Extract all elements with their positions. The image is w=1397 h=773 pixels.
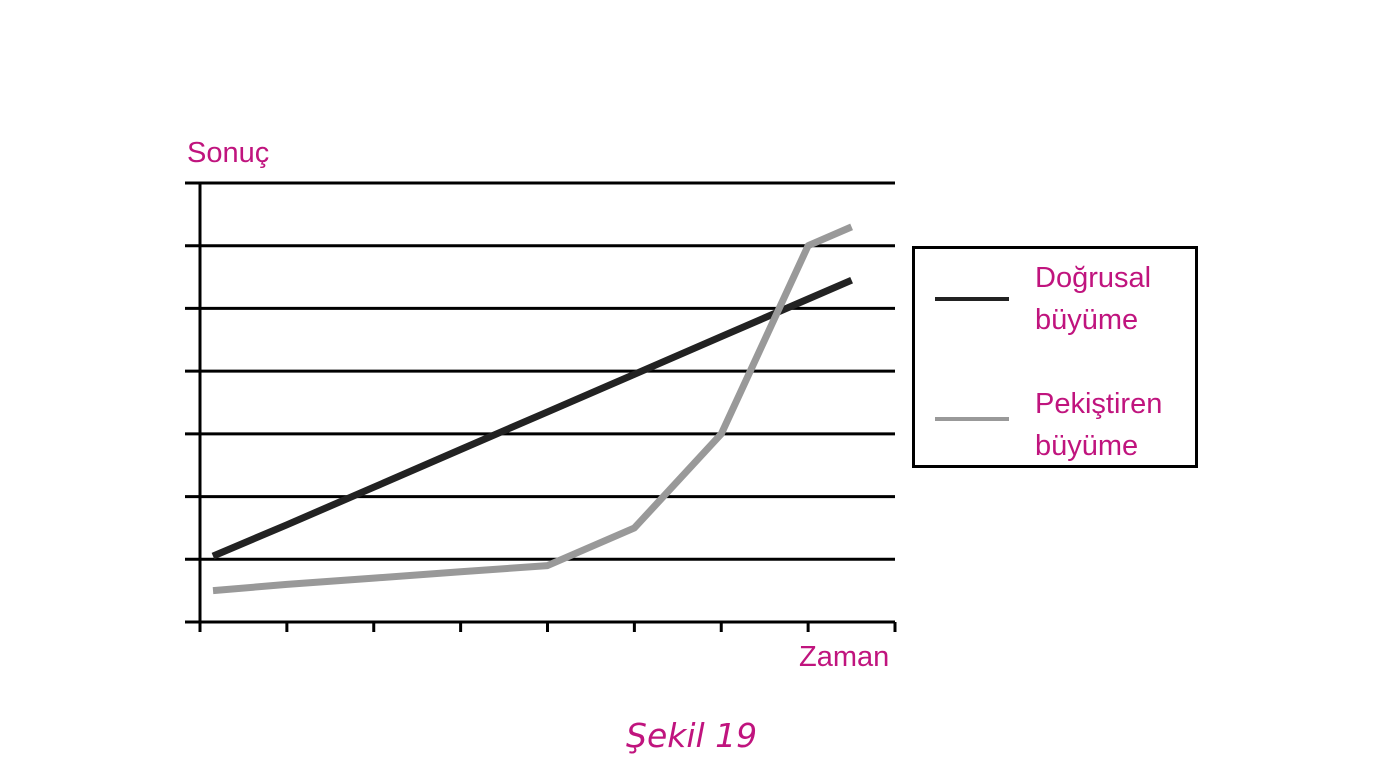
axes [198, 183, 897, 632]
series-line-reinforcing [212, 223, 853, 595]
legend-swatch-reinforcing [935, 417, 1009, 421]
y-axis-label: Sonuç [187, 137, 270, 169]
legend: Doğrusal büyüme Pekiştiren büyüme [912, 246, 1198, 468]
legend-label-reinforcing: Pekiştiren büyüme [1035, 388, 1163, 462]
legend-entry-reinforcing: Pekiştiren büyüme [915, 381, 1195, 481]
x-axis-label: Zaman [799, 641, 890, 673]
figure-caption: Şekil 19 [626, 716, 758, 755]
series-line-linear [211, 276, 853, 560]
grid-lines [185, 181, 895, 624]
legend-label-linear: Doğrusal büyüme [1035, 262, 1152, 336]
legend-swatch-linear [935, 297, 1009, 301]
legend-entry-linear: Doğrusal büyüme [915, 257, 1195, 357]
series-lines [211, 223, 853, 595]
